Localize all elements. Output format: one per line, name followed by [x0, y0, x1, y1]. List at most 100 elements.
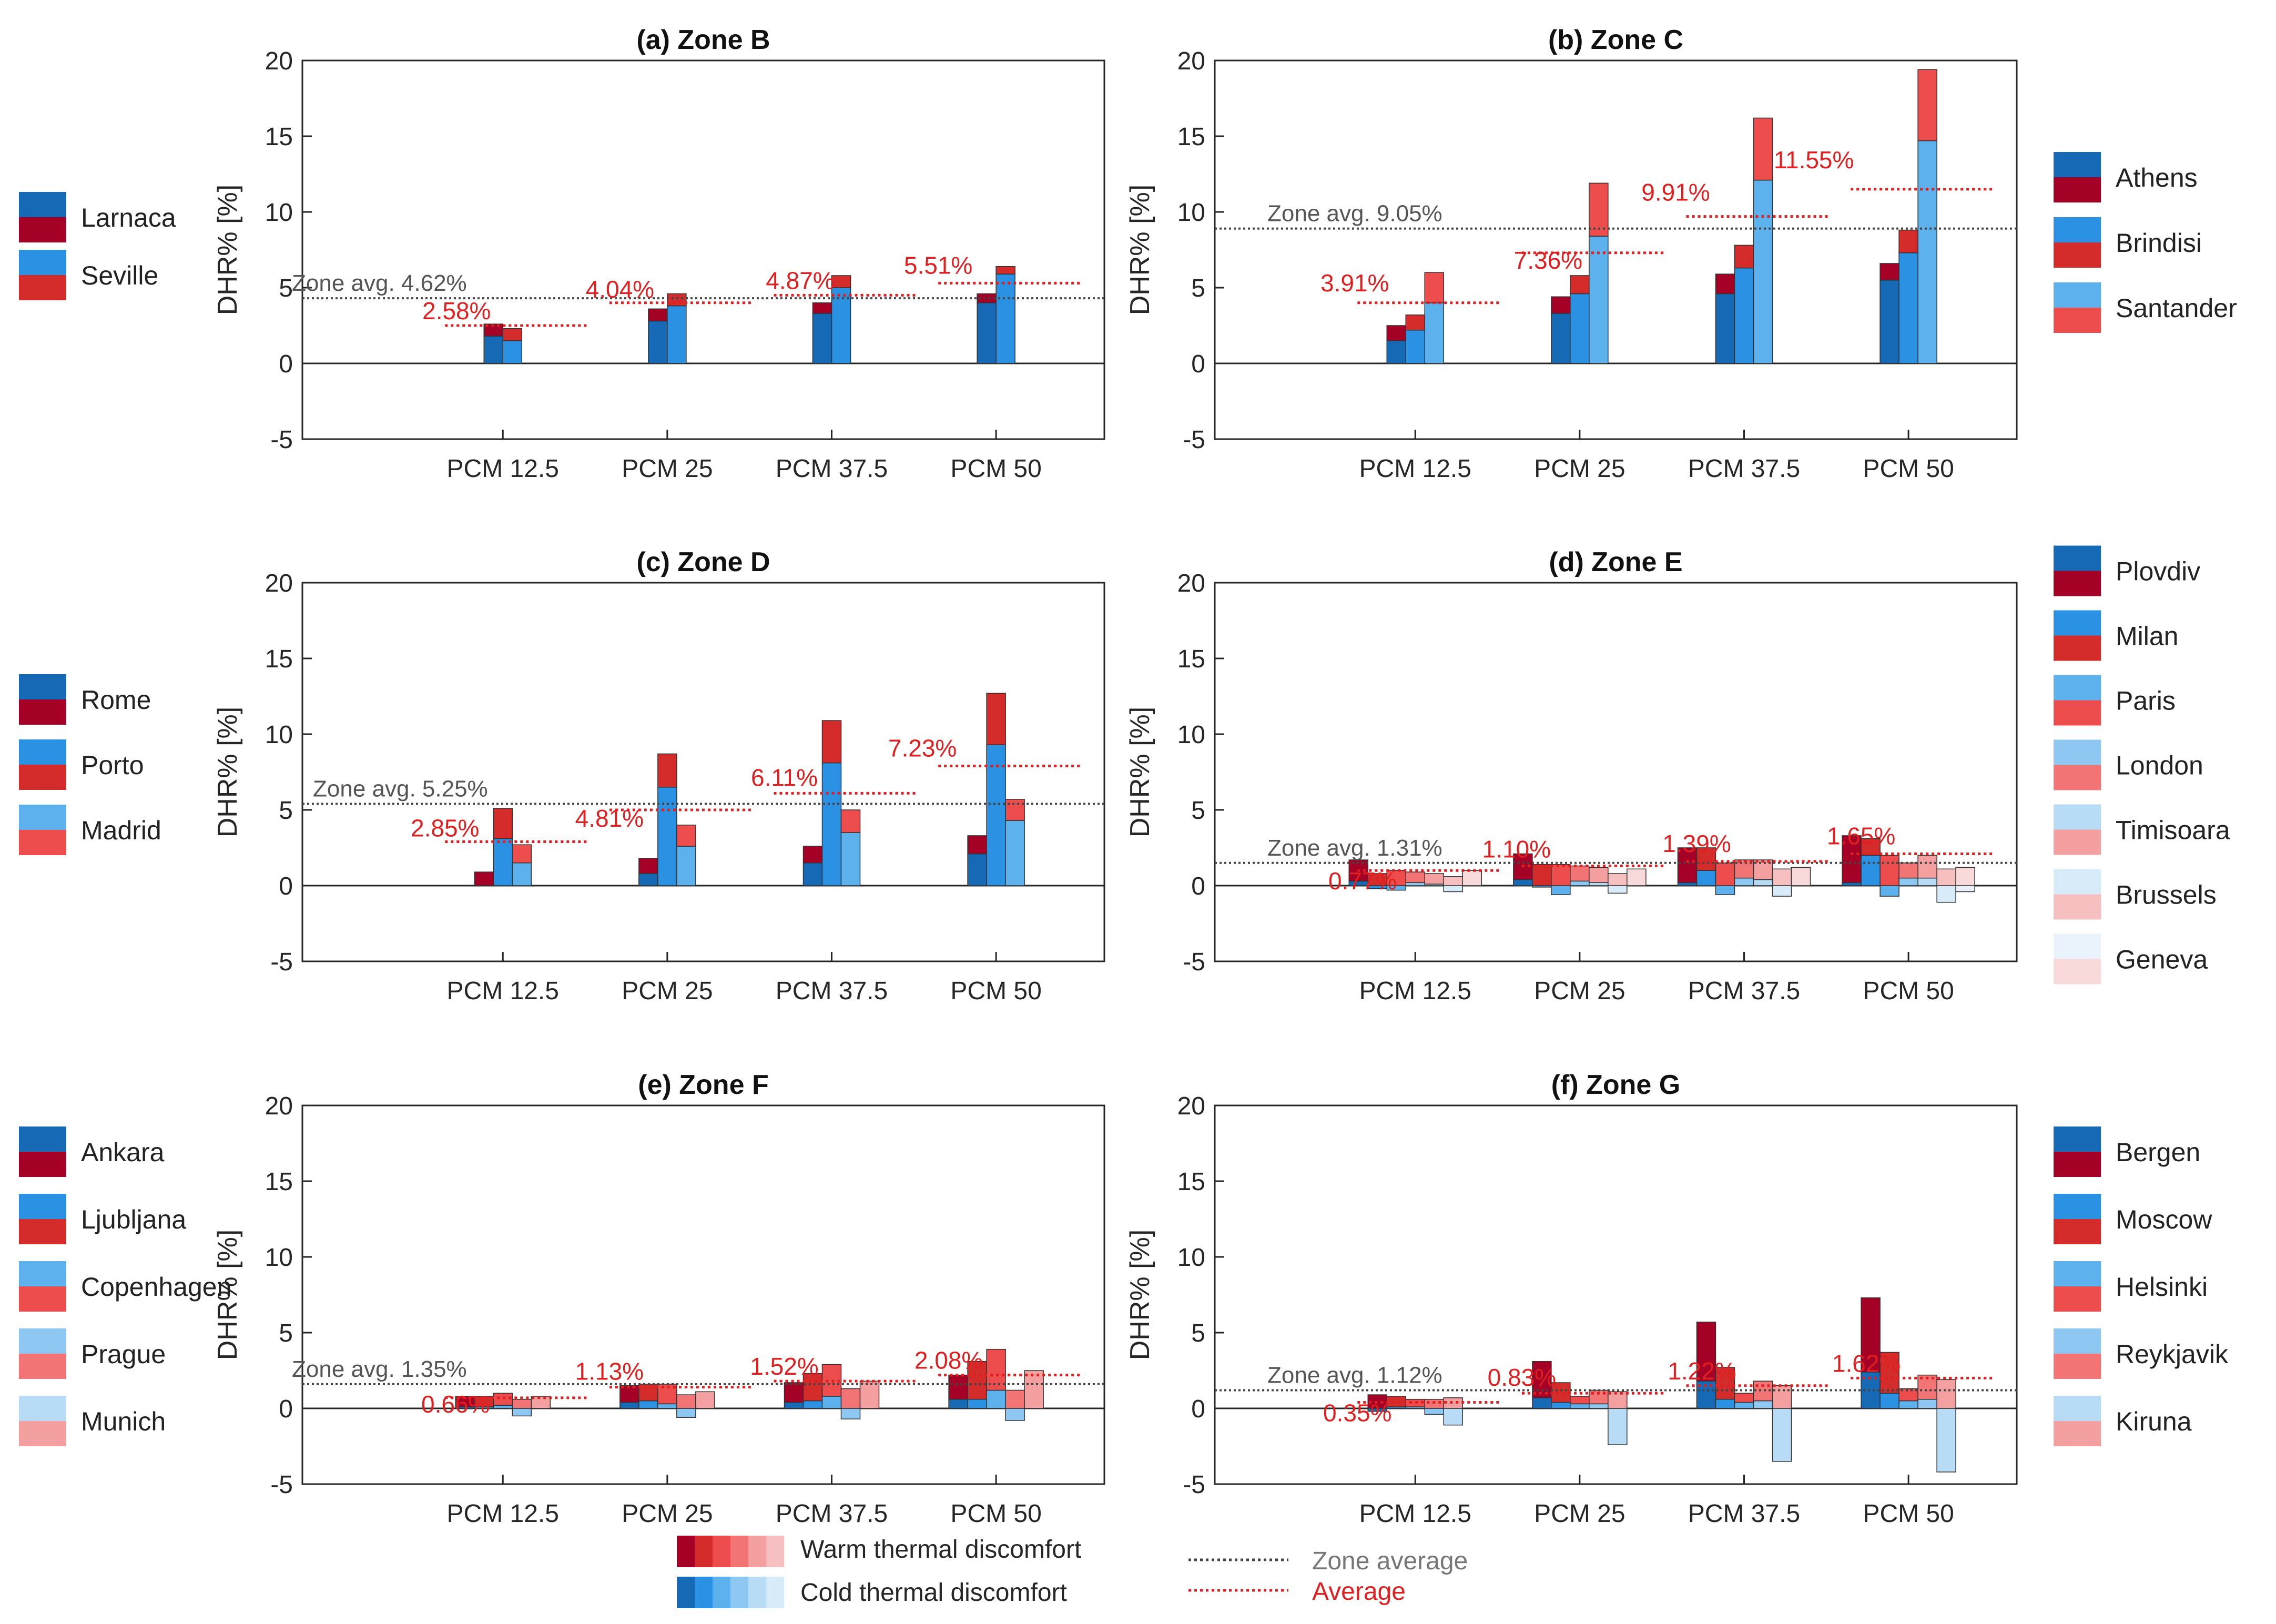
- legend-swatch-cold: [2054, 610, 2101, 636]
- bar-cold: [638, 873, 658, 886]
- bar-cold: [1898, 1400, 1918, 1409]
- legend-swatch-warm: [2054, 700, 2101, 726]
- bar-cold: [986, 1389, 1006, 1409]
- y-tick-label: 5: [1191, 1320, 1205, 1347]
- average-label: 0.35%: [1323, 1399, 1391, 1426]
- y-axis-label: DHR% [%]: [212, 707, 243, 837]
- x-tick-label: PCM 12.5: [447, 977, 559, 1005]
- legend-city-label: Moscow: [2116, 1205, 2212, 1234]
- legend-swatch-cold: [19, 250, 66, 275]
- axes-frame: [1214, 59, 2018, 440]
- legend-swatch-cold: [2054, 1194, 2101, 1219]
- bar-cold: [821, 762, 842, 886]
- average-label: 1.62%: [1832, 1349, 1901, 1377]
- legend-city-label: Athens: [2116, 163, 2198, 192]
- bar-warm: [1879, 855, 1899, 886]
- x-tick-label: PCM 50: [1863, 1500, 1954, 1528]
- legend-city-label: Porto: [81, 750, 144, 780]
- y-tick-label: 10: [1177, 1244, 1205, 1272]
- bar-cold: [1753, 1400, 1773, 1409]
- x-tick-label: PCM 12.5: [447, 455, 559, 483]
- bar-cold: [1443, 885, 1463, 892]
- y-tick-label: 20: [265, 47, 293, 75]
- legend-swatch-cold: [2054, 217, 2101, 242]
- legend-swatch-cold: [2054, 804, 2101, 830]
- bar-cold: [1715, 293, 1735, 364]
- y-tick-label: 15: [1177, 645, 1205, 673]
- y-tick-label: 5: [279, 275, 293, 302]
- legend-city-label: Bergen: [2116, 1138, 2200, 1167]
- bar-warm: [821, 720, 842, 764]
- cold-swatch: [677, 1577, 695, 1608]
- axes-frame: [301, 1104, 1105, 1485]
- legend-swatch-warm: [2054, 1152, 2101, 1177]
- bar-warm: [667, 293, 687, 307]
- bar-warm: [1898, 862, 1918, 879]
- bar-cold: [840, 832, 861, 886]
- bar-cold: [831, 287, 851, 364]
- average-label: 7.36%: [1514, 247, 1582, 274]
- y-axis-label: DHR% [%]: [212, 185, 243, 315]
- bar-warm: [1772, 868, 1792, 886]
- bar-warm: [1462, 870, 1482, 886]
- bar-cold: [1005, 820, 1025, 886]
- legend-swatch-warm: [19, 1354, 66, 1379]
- legend-city-label: Reykjavik: [2116, 1339, 2229, 1369]
- legend-city-label: Madrid: [81, 816, 161, 845]
- bar-cold: [1005, 1408, 1025, 1421]
- axes-frame: [301, 582, 1105, 962]
- bar-cold: [1936, 1408, 1956, 1473]
- bar-cold: [1551, 1402, 1571, 1409]
- chart-title: (c) Zone D: [636, 547, 770, 577]
- average-label: 1.22%: [1668, 1357, 1736, 1385]
- bar-warm: [1842, 835, 1862, 883]
- average-legend-label: Average: [1312, 1578, 1406, 1606]
- bar-cold: [657, 1403, 677, 1409]
- average-label: 2.58%: [422, 297, 491, 324]
- bar-cold: [995, 273, 1015, 364]
- bar-cold: [1734, 267, 1754, 364]
- bar-cold: [1861, 855, 1881, 886]
- y-tick-label: 10: [1177, 199, 1205, 227]
- bar-warm: [1589, 867, 1609, 883]
- x-tick-label: PCM 50: [1863, 977, 1954, 1005]
- legend-swatch-warm: [2054, 308, 2101, 333]
- bar-warm: [657, 753, 677, 788]
- x-tick-label: PCM 25: [1534, 455, 1625, 483]
- bar-warm: [1589, 182, 1609, 237]
- chart-panel: (e) Zone F -5 0 5 10 15 20 DHR% [%] PCM 12.5 PCM …: [19, 1070, 1105, 1528]
- bar-cold: [1532, 1397, 1552, 1409]
- legend-swatch-warm: [2054, 829, 2101, 855]
- bar-cold: [1589, 1403, 1609, 1409]
- bar-cold: [676, 846, 696, 886]
- bar-warm: [638, 1384, 658, 1402]
- bar-warm: [1772, 1385, 1792, 1409]
- bar-warm: [967, 1361, 987, 1400]
- legend-swatch-warm: [19, 1421, 66, 1446]
- bar-warm: [638, 858, 658, 874]
- x-tick-label: PCM 25: [622, 1500, 713, 1528]
- legend-swatch-warm: [2054, 571, 2101, 596]
- bar-warm: [1734, 245, 1754, 269]
- legend-city-label: Larnaca: [81, 203, 176, 232]
- y-tick-label: -5: [270, 426, 293, 454]
- bar-warm: [1917, 69, 1937, 141]
- legend-swatch-warm: [2054, 894, 2101, 920]
- x-tick-label: PCM 50: [950, 1500, 1041, 1528]
- bar-cold: [1753, 879, 1773, 886]
- bar-warm: [1715, 1367, 1735, 1400]
- x-tick-label: PCM 50: [950, 977, 1041, 1005]
- x-tick-label: PCM 37.5: [1688, 1500, 1800, 1528]
- zone-average-label: Zone avg. 1.31%: [1267, 835, 1442, 861]
- legend-city-label: Prague: [81, 1339, 166, 1369]
- legend-swatch-cold: [2054, 1328, 2101, 1354]
- chart-panel: (c) Zone D -5 0 5 10 15 20 DHR% [%] PCM 12.5 PCM …: [19, 547, 1105, 1005]
- cold-swatch: [748, 1577, 766, 1608]
- legend-city-label: Rome: [81, 685, 151, 715]
- bar-warm: [1570, 1396, 1590, 1405]
- chart-panel: (b) Zone C -5 0 5 10 15 20 DHR% [%] PCM 12.5 PCM …: [1125, 25, 2237, 483]
- y-tick-label: 15: [265, 1168, 293, 1196]
- chart-title: (b) Zone C: [1548, 25, 1683, 55]
- x-tick-label: PCM 37.5: [776, 977, 888, 1005]
- bar-warm: [1898, 229, 1918, 253]
